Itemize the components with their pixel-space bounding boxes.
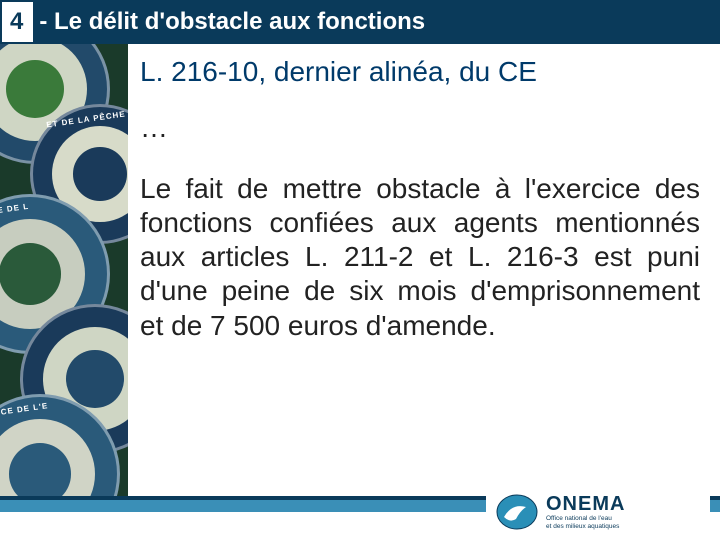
logo-subtitle-2: et des milieux aquatiques	[546, 524, 625, 531]
title-bar: 4 - Le délit d'obstacle aux fonctions	[0, 0, 720, 44]
content-area: L. 216-10, dernier alinéa, du CE … Le fa…	[140, 56, 700, 343]
logo: ONEMA Office national de l'eau et des mi…	[488, 488, 708, 534]
logo-mark-icon	[496, 493, 538, 531]
article-reference: L. 216-10, dernier alinéa, du CE	[140, 56, 700, 88]
article-body: Le fait de mettre obstacle à l'exercice …	[140, 172, 700, 343]
ellipsis: …	[140, 112, 700, 144]
logo-main-text: ONEMA	[546, 494, 625, 514]
sidebar-image: POLICE DE L'EAUET DE LA PÊCHEPOLICE DE L…	[0, 44, 128, 496]
logo-subtitle-1: Office national de l'eau	[546, 516, 625, 523]
title-number: 4	[2, 2, 33, 42]
logo-text: ONEMA Office national de l'eau et des mi…	[546, 494, 625, 531]
badge-label: POLICE DE L	[0, 202, 30, 219]
badge-label: POLICE DE L'E	[0, 401, 49, 420]
slide: 4 - Le délit d'obstacle aux fonctions PO…	[0, 0, 720, 540]
title-text: - Le délit d'obstacle aux fonctions	[33, 2, 718, 42]
